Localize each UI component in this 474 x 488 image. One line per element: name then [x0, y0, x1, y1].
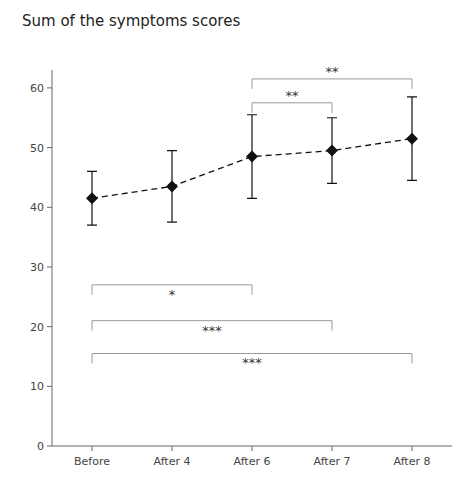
x-tick	[252, 446, 253, 451]
error-bar	[167, 151, 177, 223]
y-tick-label: 10	[30, 380, 44, 393]
x-tick-label: After 8	[394, 455, 431, 468]
marker	[246, 151, 258, 163]
bracket: ***	[92, 353, 412, 370]
bracket: **	[252, 88, 332, 113]
x-tick	[172, 446, 173, 451]
error-bar	[247, 115, 257, 199]
y-tick	[47, 207, 52, 208]
y-tick	[47, 386, 52, 387]
bracket-line	[252, 79, 412, 89]
bracket-label: ***	[202, 323, 222, 338]
y-tick	[47, 446, 52, 447]
bracket-label: **	[286, 88, 300, 103]
x-tick-label: Before	[74, 455, 110, 468]
y-tick-label: 40	[30, 201, 44, 214]
bracket: *	[92, 285, 252, 302]
marker	[166, 180, 178, 192]
bracket: ***	[92, 321, 332, 338]
y-axis-line	[52, 70, 53, 446]
marker	[326, 145, 338, 157]
x-tick-label: After 7	[314, 455, 351, 468]
title: Sum of the symptoms scores	[22, 12, 240, 30]
x-tick	[412, 446, 413, 451]
marker	[406, 133, 418, 145]
x-tick-label: After 4	[154, 455, 191, 468]
y-tick	[47, 87, 52, 88]
x-tick-label: After 6	[234, 455, 271, 468]
error-bar	[327, 118, 337, 184]
chart: Sum of the symptoms scores 0 10 20 30 40 50 60 B…	[0, 0, 474, 488]
y-tick	[47, 266, 52, 267]
x-tick	[332, 446, 333, 451]
bracket-label: ***	[242, 355, 262, 370]
y-tick-label: 0	[37, 440, 44, 453]
y-tick	[47, 326, 52, 327]
data	[86, 97, 418, 225]
y-tick-label: 30	[30, 261, 44, 274]
y-tick	[47, 147, 52, 148]
error-bar	[87, 171, 97, 225]
y-tick-label: 20	[30, 321, 44, 334]
y-tick-label: 60	[30, 82, 44, 95]
bracket: **	[252, 64, 412, 89]
bracket-label: *	[169, 287, 176, 302]
error-bar	[407, 97, 417, 181]
bracket-line	[252, 103, 332, 113]
y-tick-label: 50	[30, 142, 44, 155]
marker	[86, 192, 98, 204]
x-tick	[92, 446, 93, 451]
bracket-label: **	[326, 64, 340, 79]
